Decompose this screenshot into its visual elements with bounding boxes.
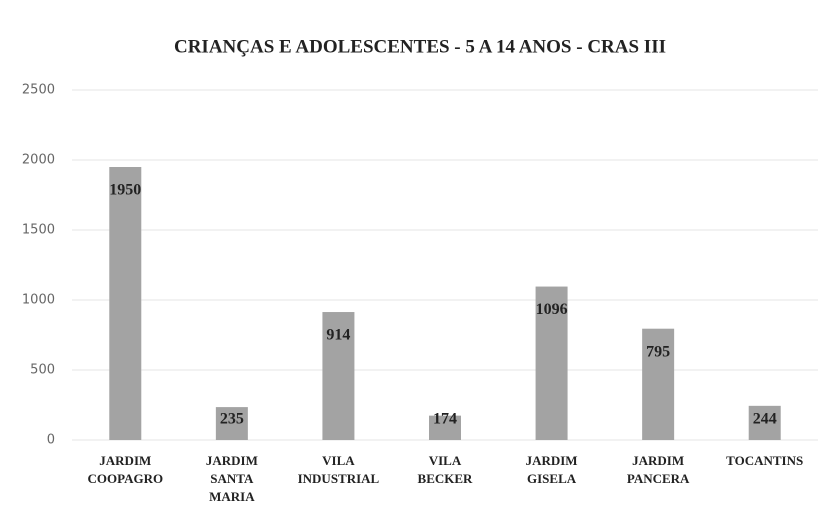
x-tick-label: JARDIM SANTA MARIA — [206, 453, 258, 504]
y-tick-label: 1000 — [22, 293, 55, 308]
data-label: 1950 — [109, 182, 141, 199]
data-label: 914 — [326, 327, 350, 344]
bar — [748, 405, 781, 440]
x-tick-label: JARDIM COOPAGRO — [87, 453, 163, 486]
bar — [429, 415, 461, 440]
x-tick-label: VILA INDUSTRIAL — [298, 453, 380, 486]
y-tick-label: 0 — [47, 433, 55, 448]
chart-title: CRIANÇAS E ADOLESCENTES - 5 A 14 ANOS - … — [174, 36, 666, 57]
bar — [109, 167, 142, 440]
bar — [215, 407, 248, 440]
data-label: 235 — [220, 411, 244, 428]
y-tick-label: 2000 — [22, 153, 55, 168]
bar — [642, 328, 675, 440]
x-tick-label: TOCANTINS — [726, 453, 803, 468]
y-tick-label: 1500 — [22, 223, 55, 238]
data-label: 174 — [433, 411, 457, 428]
x-tick-label: JARDIM GISELA — [526, 453, 578, 486]
y-tick-label: 500 — [30, 363, 55, 378]
y-tick-label: 2500 — [22, 83, 55, 98]
data-label: 1096 — [536, 301, 568, 318]
bar — [322, 312, 355, 440]
x-tick-label: VILA BECKER — [418, 453, 474, 486]
bar — [535, 286, 568, 440]
x-tick-label: JARDIM PANCERA — [627, 453, 690, 486]
data-label: 795 — [646, 343, 670, 360]
data-label: 244 — [753, 411, 777, 428]
